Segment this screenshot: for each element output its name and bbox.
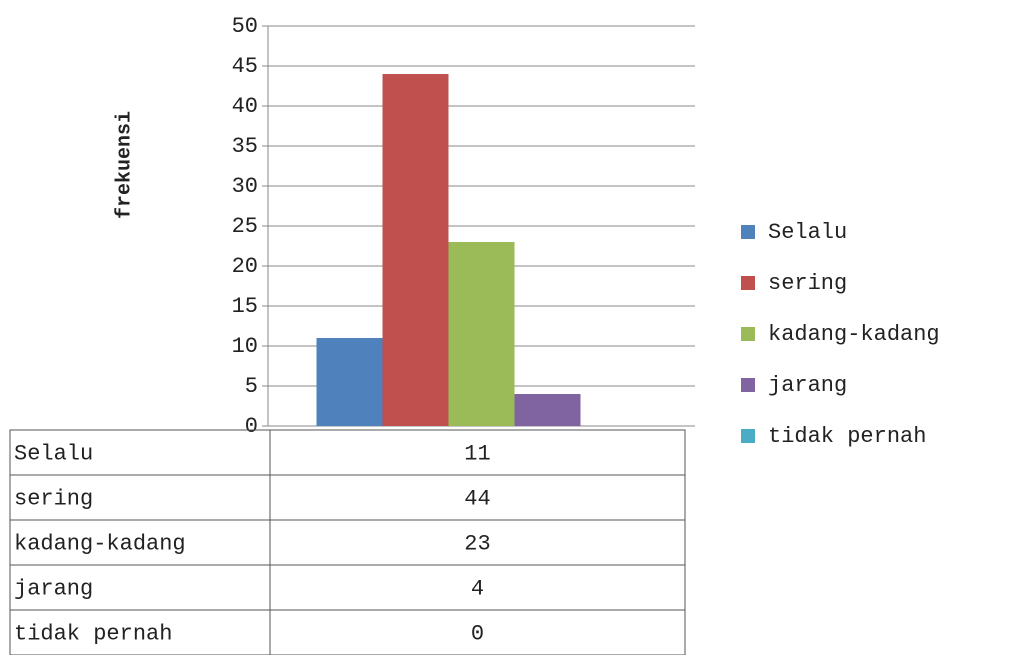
legend-swatch [741,378,755,392]
y-tick-label: 30 [232,174,258,199]
data-table-value: 4 [471,576,484,601]
data-table-series-name: jarang [14,576,93,601]
legend-swatch [741,276,755,290]
data-table-value: 0 [471,621,484,646]
y-tick-label: 35 [232,134,258,159]
data-table-series-name: Selalu [14,441,93,466]
legend-label: tidak pernah [768,424,926,449]
y-tick-label: 50 [232,14,258,39]
y-tick-label: 5 [245,374,258,399]
bar [448,242,515,426]
legend-swatch [741,429,755,443]
y-tick-label: 40 [232,94,258,119]
data-table-value: 11 [464,441,490,466]
bar [382,74,449,426]
bar [514,394,581,426]
legend-label: Selalu [768,220,847,245]
y-tick-label: 10 [232,334,258,359]
y-tick-label: 0 [245,414,258,439]
y-tick-label: 15 [232,294,258,319]
y-tick-label: 25 [232,214,258,239]
legend-swatch [741,225,755,239]
data-table-value: 44 [464,486,490,511]
y-tick-label: 45 [232,54,258,79]
y-tick-label: 20 [232,254,258,279]
y-axis-title: frekuensi [113,111,136,219]
bar [316,338,383,426]
data-table-series-name: kadang-kadang [14,531,186,556]
data-table-series-name: tidak pernah [14,621,172,646]
legend-label: jarang [768,373,847,398]
legend-label: sering [768,271,847,296]
data-table-value: 23 [464,531,490,556]
data-table-border [9,429,686,655]
legend-swatch [741,327,755,341]
legend-label: kadang-kadang [768,322,940,347]
data-table-series-name: sering [14,486,93,511]
